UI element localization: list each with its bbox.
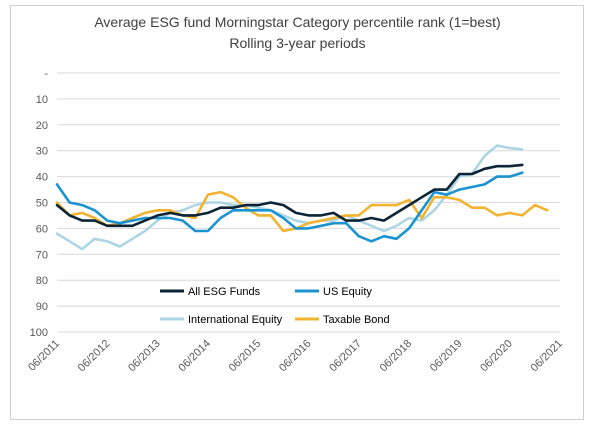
y-tick-label: 90 [36,301,48,313]
gridlines [57,72,560,333]
series-line-taxable-bond [55,190,549,233]
y-tick-label: 30 [36,146,48,158]
chart-subtitle: Rolling 3-year periods [229,35,366,51]
chart-title-block: Average ESG fund Morningstar Category pe… [0,12,595,54]
legend-label: Taxable Bond [323,314,390,326]
legend-label: International Equity [188,314,283,326]
y-tick-label: 70 [36,249,48,261]
x-tick-label: 06/2018 [378,338,415,375]
x-tick-label: 06/2021 [529,338,566,375]
x-tick-label: 06/2014 [176,338,213,375]
x-tick-label: 06/2016 [277,338,314,375]
x-tick-label: 06/2017 [327,338,364,375]
series-line-us-equity [55,171,524,243]
series-lines [55,144,549,251]
legend: All ESG Funds US Equity International Equi… [160,286,390,326]
series-line-all-esg-funds [55,163,524,228]
x-axis-ticks: 06/2011 06/2012 06/2013 06/2014 06/2015 06/20… [26,338,565,375]
y-tick-label: 80 [36,275,48,287]
legend-label: US Equity [323,286,372,298]
x-tick-label: 06/2020 [478,338,515,375]
y-tick-label: - [44,68,48,80]
chart-title: Average ESG fund Morningstar Category pe… [94,14,501,30]
y-tick-label: 50 [36,198,48,210]
x-tick-label: 06/2019 [428,338,465,375]
y-tick-label: 60 [36,223,48,235]
legend-label: All ESG Funds [188,286,261,298]
y-tick-label: 100 [30,327,48,339]
y-tick-label: 20 [36,120,48,132]
y-axis-ticks: - 10 20 30 40 50 60 70 80 90 100 [30,68,49,339]
x-tick-label: 06/2012 [76,338,113,375]
y-tick-label: 40 [36,172,48,184]
x-tick-label: 06/2011 [26,338,62,374]
x-tick-label: 06/2013 [126,338,163,375]
x-tick-label: 06/2015 [227,338,264,375]
y-tick-label: 10 [36,94,48,106]
